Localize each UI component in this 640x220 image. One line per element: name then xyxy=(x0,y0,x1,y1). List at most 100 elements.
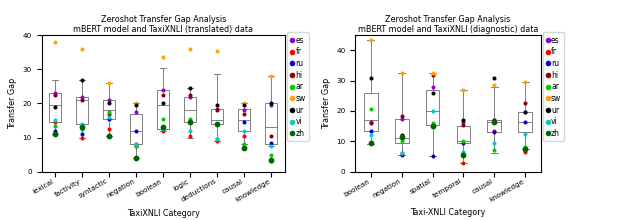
Point xyxy=(185,117,195,121)
Point xyxy=(365,38,376,42)
Point xyxy=(131,143,141,146)
Point xyxy=(520,111,531,114)
Point xyxy=(104,102,115,105)
Point xyxy=(397,134,407,137)
Point xyxy=(185,134,195,138)
X-axis label: TaxiXNLI Category: TaxiXNLI Category xyxy=(127,209,200,218)
Point xyxy=(365,76,376,79)
Point xyxy=(158,127,168,131)
Point xyxy=(266,102,276,105)
Point xyxy=(458,123,468,126)
Point xyxy=(50,119,60,122)
Point xyxy=(428,121,438,125)
Point xyxy=(489,129,499,132)
Point xyxy=(365,134,376,137)
Point xyxy=(239,134,250,138)
Point xyxy=(489,83,499,87)
Point xyxy=(131,144,141,148)
Point xyxy=(104,110,115,114)
Point xyxy=(104,127,115,131)
Point xyxy=(266,74,276,78)
Point xyxy=(239,146,250,150)
Point xyxy=(397,71,407,75)
Point xyxy=(428,123,438,126)
Point xyxy=(365,141,376,145)
Point xyxy=(212,138,222,141)
Point xyxy=(77,47,87,51)
Point xyxy=(458,150,468,154)
Point xyxy=(458,88,468,92)
Point xyxy=(365,108,376,111)
Point xyxy=(458,118,468,122)
Point xyxy=(131,102,141,105)
Point xyxy=(489,118,499,122)
Point xyxy=(520,146,531,149)
Point xyxy=(212,103,222,107)
Point xyxy=(239,143,250,146)
Point xyxy=(212,122,222,126)
Point xyxy=(212,138,222,141)
Point xyxy=(185,86,195,90)
Point xyxy=(239,112,250,115)
Point xyxy=(50,92,60,95)
Point xyxy=(131,156,141,160)
Point xyxy=(77,98,87,102)
Point xyxy=(239,108,250,112)
Point xyxy=(77,125,87,129)
Point xyxy=(158,129,168,132)
Point xyxy=(520,111,531,114)
Point xyxy=(428,71,438,75)
Point xyxy=(50,132,60,136)
Point xyxy=(428,155,438,158)
Point xyxy=(266,153,276,156)
Point xyxy=(397,139,407,143)
Point xyxy=(266,103,276,107)
Point xyxy=(50,40,60,44)
Point xyxy=(489,130,499,134)
Point xyxy=(239,102,250,105)
Point xyxy=(158,102,168,105)
Point xyxy=(489,76,499,79)
Point xyxy=(131,110,141,114)
Point xyxy=(212,122,222,126)
Point xyxy=(266,141,276,144)
Point xyxy=(185,129,195,132)
Point xyxy=(77,95,87,98)
Point xyxy=(158,125,168,129)
Point xyxy=(185,93,195,97)
Point xyxy=(397,135,407,139)
Point xyxy=(185,120,195,124)
Legend: es, fr, ru, hi, ar, sw, ur, vi, zh: es, fr, ru, hi, ar, sw, ur, vi, zh xyxy=(287,33,309,141)
Legend: es, fr, ru, hi, ar, sw, ur, vi, zh: es, fr, ru, hi, ar, sw, ur, vi, zh xyxy=(543,33,564,141)
Point xyxy=(158,93,168,97)
Point xyxy=(458,141,468,145)
Y-axis label: Transfer Gap: Transfer Gap xyxy=(322,78,331,129)
Point xyxy=(397,114,407,117)
Point xyxy=(266,160,276,163)
Point xyxy=(397,152,407,155)
Point xyxy=(458,153,468,157)
Point xyxy=(266,158,276,161)
Title: Zeroshot Transfer Gap Analysis
mBERT model and TaxiXNLI (diagnostic) data: Zeroshot Transfer Gap Analysis mBERT mod… xyxy=(358,15,538,34)
Point xyxy=(77,122,87,126)
Point xyxy=(185,47,195,51)
Point xyxy=(520,147,531,151)
Point xyxy=(104,115,115,119)
Point xyxy=(239,120,250,124)
Point xyxy=(365,141,376,145)
Point xyxy=(489,118,499,122)
Y-axis label: Transfer Gap: Transfer Gap xyxy=(8,78,17,129)
Point xyxy=(185,120,195,124)
Point xyxy=(458,139,468,143)
Point xyxy=(50,120,60,124)
Point xyxy=(158,88,168,92)
Point xyxy=(77,136,87,139)
Point xyxy=(104,81,115,85)
Point xyxy=(266,134,276,138)
Point xyxy=(520,132,531,136)
Point xyxy=(77,132,87,136)
Point xyxy=(520,120,531,123)
Point xyxy=(520,150,531,154)
Point xyxy=(185,95,195,98)
Point xyxy=(428,124,438,128)
